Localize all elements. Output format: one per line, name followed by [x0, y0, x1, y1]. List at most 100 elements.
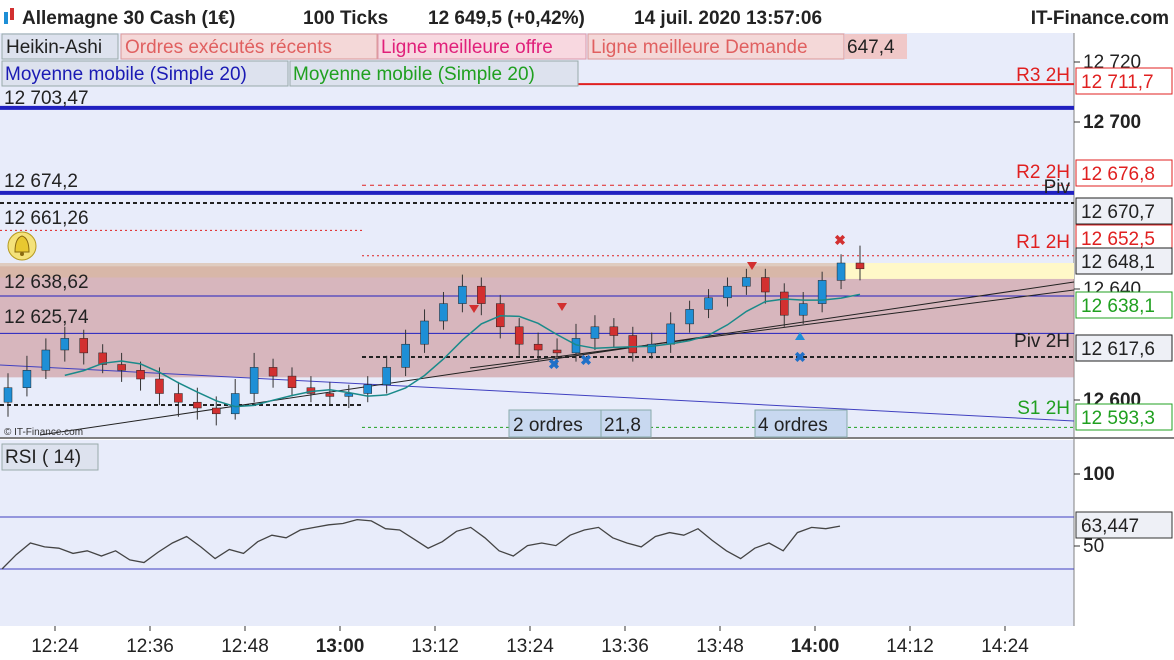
last-price: 12 649,5 (+0,42%) [428, 8, 585, 29]
legend-ma1-box[interactable] [1, 60, 289, 87]
candle-body [742, 277, 751, 287]
sell-arrow-icon [747, 262, 757, 270]
x-tick-label: 13:00 [316, 636, 365, 657]
legend-ordres[interactable]: Ordres exécutés récents [125, 37, 332, 58]
rsi-legend-box[interactable] [1, 443, 99, 471]
rsi-panel [0, 440, 1074, 626]
rsi-value-tag [1075, 511, 1173, 539]
cross-marker-icon: ✖ [580, 352, 592, 368]
candle-body [174, 393, 183, 403]
orders-box-1-tail-label: 21,8 [604, 415, 641, 436]
x-tick-label: 14:12 [886, 636, 934, 657]
price-tag: 12 711,7 [1081, 72, 1154, 93]
candle-body [268, 367, 278, 377]
x-tick-label: 12:36 [126, 636, 174, 657]
orders-box-1-label[interactable]: 2 ordres [513, 415, 583, 436]
candle-body [666, 323, 675, 345]
orders-box-2[interactable] [754, 409, 848, 438]
candle-body [609, 326, 619, 336]
rsi-line [1, 518, 841, 570]
candle-body [287, 375, 297, 388]
orders-box-1[interactable] [508, 409, 602, 438]
level-label-3: 12 661,26 [4, 208, 89, 229]
candle-body [98, 352, 107, 365]
legend-demande-box[interactable] [587, 33, 845, 60]
instrument-title: Allemagne 30 Cash (1€) [22, 8, 235, 29]
price-tag-box [1075, 247, 1173, 275]
x-tick-label: 12:48 [221, 636, 269, 657]
candle-body [723, 285, 732, 299]
price-tag-box [1075, 403, 1173, 431]
ma-teal-line [64, 293, 861, 408]
tick-setting[interactable]: 100 Ticks [303, 8, 388, 29]
candle-body [420, 320, 429, 345]
x-tick-label: 12:24 [31, 636, 79, 657]
cross-marker-icon: ✖ [794, 349, 806, 365]
x-tick-label: 14:00 [791, 636, 840, 657]
demande-value: 647,4 [847, 37, 895, 58]
candle-body [477, 285, 486, 304]
upper-zone [0, 263, 1074, 278]
yellow-zone [840, 263, 1074, 279]
candle-body [60, 338, 70, 351]
candles-group: ✖ ✖ ✖ ✖ [3, 232, 865, 426]
price-tag-box [1075, 334, 1173, 362]
candle-body [193, 401, 202, 409]
rsi-value: 63,447 [1081, 516, 1139, 537]
candle-body [155, 378, 164, 394]
legend-ma1[interactable]: Moyenne mobile (Simple 20) [5, 64, 247, 85]
r2-label: R2 2H [1016, 162, 1070, 183]
cross-marker-icon: ✖ [548, 356, 560, 372]
candle-body [798, 303, 808, 316]
cross-marker-icon: ✖ [834, 232, 846, 248]
price-tag: 12 617,6 [1081, 339, 1155, 360]
sell-arrow-icon [469, 305, 479, 313]
candle-body [836, 262, 846, 281]
level-label-1: 12 703,47 [4, 88, 89, 109]
orders-box-1-tail [600, 409, 652, 438]
price-tag: 12 670,7 [1081, 202, 1155, 223]
legend-demande[interactable]: Ligne meilleure Demande [591, 37, 808, 58]
legend-ma2-box[interactable] [289, 60, 579, 87]
up-trendline-2 [469, 289, 1075, 369]
candle-body [780, 291, 789, 316]
candle-body [647, 343, 656, 354]
legend-offre[interactable]: Ligne meilleure offre [381, 37, 553, 58]
level-label-2: 12 674,2 [4, 171, 78, 192]
candle-body [212, 407, 221, 415]
candle-body [761, 277, 770, 293]
legend-heikin[interactable]: Heikin-Ashi [6, 37, 102, 58]
candle-body [249, 367, 259, 394]
x-tick-label: 13:36 [601, 636, 649, 657]
level-label-4: 12 638,62 [4, 272, 89, 293]
price-tag-box [1075, 67, 1173, 95]
legend-ma2[interactable]: Moyenne mobile (Simple 20) [293, 64, 535, 85]
r1-label: R1 2H [1016, 232, 1070, 253]
candle-body [514, 326, 524, 345]
candle-body [628, 335, 638, 354]
candle-body [363, 384, 372, 394]
timestamp: 14 juil. 2020 13:57:06 [634, 8, 822, 29]
brand-label: IT-Finance.com [1031, 8, 1169, 29]
bell-icon[interactable] [7, 231, 37, 261]
candle-body [3, 387, 13, 403]
watermark: © IT-Finance.com [4, 427, 83, 438]
piv-label: Piv 2H [1014, 331, 1070, 352]
rsi-legend[interactable]: RSI ( 14) [5, 447, 81, 468]
time-axis [0, 626, 1174, 660]
legend-heikin-box[interactable] [1, 33, 119, 60]
candle-body [41, 349, 51, 371]
x-tick-label: 14:24 [981, 636, 1029, 657]
candle-body [325, 393, 335, 397]
rsi-tick-label: 50 [1083, 536, 1104, 557]
legend-offre-box[interactable] [377, 33, 587, 60]
price-tag-box [1075, 197, 1173, 225]
rsi-group: 100 50 [0, 464, 1115, 570]
title-bar [0, 0, 1174, 33]
legend-ordres-box[interactable] [120, 33, 378, 60]
price-tag: 12 648,1 [1081, 252, 1155, 273]
orders-box-2-label[interactable]: 4 ordres [758, 415, 828, 436]
x-tick-label: 13:24 [506, 636, 554, 657]
